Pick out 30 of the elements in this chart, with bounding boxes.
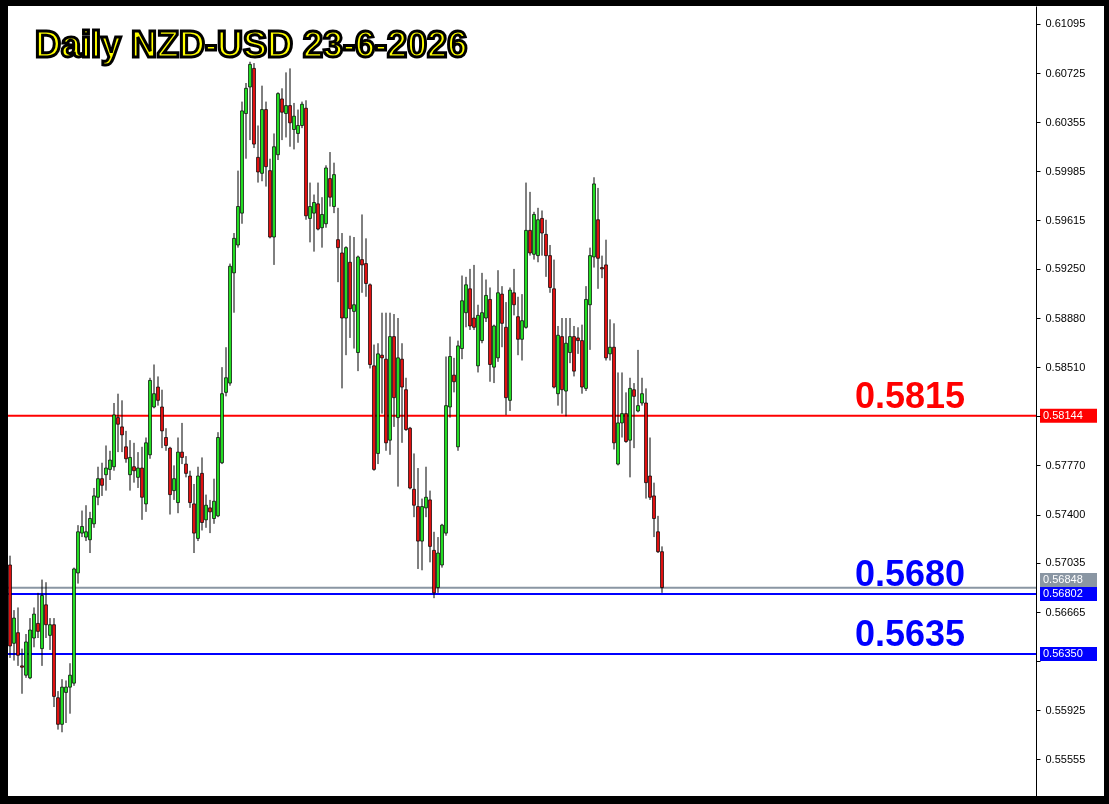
- y-tick-label: 0.59985: [1045, 164, 1086, 177]
- text: Daily NZD-USD 23-6-2026: [35, 24, 468, 65]
- candlestick: [288, 67, 292, 148]
- ref-line-label: 0.56848: [1043, 572, 1083, 585]
- y-tick-label: 0.58510: [1045, 360, 1086, 373]
- y-tick-label: 0.59250: [1045, 262, 1086, 275]
- y-tick-label: 0.61095: [1045, 17, 1086, 30]
- y-tick-label: 0.59615: [1045, 213, 1086, 226]
- candlestick: [284, 71, 288, 138]
- y-tick-label: 0.56665: [1045, 605, 1086, 618]
- annotation: 0.5635: [854, 612, 965, 654]
- y-tick-label: 0.55925: [1045, 703, 1086, 716]
- ref-line-label: 0.56350: [1043, 646, 1083, 659]
- ref-line-label: 0.58144: [1043, 408, 1083, 421]
- candlestick: [208, 499, 212, 534]
- annotation: 0.5680: [854, 552, 965, 594]
- y-tick-label: 0.55555: [1045, 752, 1086, 765]
- candlestick: [160, 389, 164, 449]
- annotation: 0.5815: [854, 374, 965, 416]
- candlestick: [352, 236, 356, 350]
- candlestick: [104, 444, 108, 492]
- y-tick-label: 0.57770: [1045, 458, 1086, 471]
- candlestick: [84, 504, 88, 542]
- candlestick: [132, 442, 136, 484]
- ref-line-label: 0.56802: [1043, 586, 1083, 599]
- y-tick-label: 0.57400: [1045, 508, 1086, 521]
- y-tick-label: 0.58880: [1045, 311, 1086, 324]
- y-tick-label: 0.60355: [1045, 115, 1086, 128]
- y-tick-label: 0.57035: [1045, 556, 1086, 569]
- y-tick-label: 0.60725: [1045, 66, 1086, 79]
